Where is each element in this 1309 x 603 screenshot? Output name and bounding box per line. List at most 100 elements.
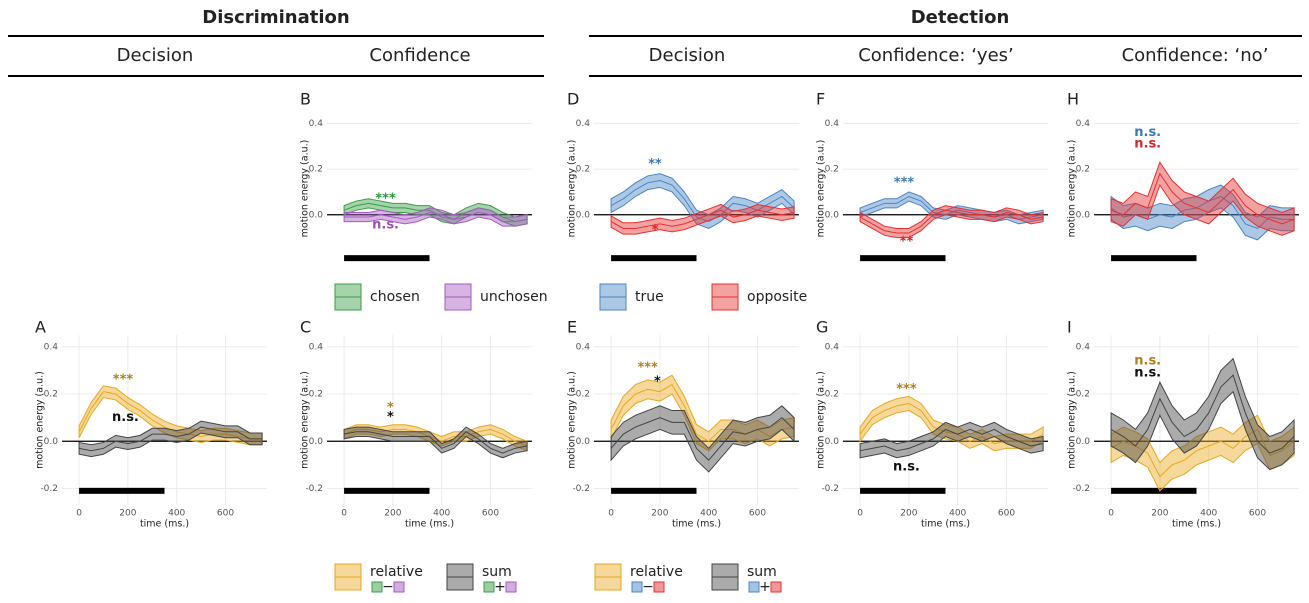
legend-label: sum xyxy=(482,564,512,580)
mean-line xyxy=(610,179,795,223)
y-tick-label: 0.0 xyxy=(309,437,324,447)
stimulus-bar xyxy=(79,487,165,494)
y-tick-label: 0.4 xyxy=(576,119,591,129)
legend-label: relative xyxy=(370,564,423,580)
error-band xyxy=(343,207,528,227)
y-tick-label: 0.4 xyxy=(825,119,840,129)
annotation: n.s. xyxy=(112,410,139,425)
panel-letter: G xyxy=(816,318,828,337)
y-tick-label: 0.4 xyxy=(1076,119,1091,129)
y-axis-title: motion energy (a.u.) xyxy=(300,140,311,238)
y-tick-label: -0.2 xyxy=(572,484,590,494)
y-tick-label: -0.2 xyxy=(821,484,839,494)
formula-op: + xyxy=(494,579,506,595)
x-tick-label: 600 xyxy=(482,509,499,519)
column-title: Decision xyxy=(649,45,726,66)
formula-box xyxy=(371,581,383,593)
x-tick-label: 400 xyxy=(700,509,717,519)
y-axis-title: motion energy (a.u.) xyxy=(1067,371,1078,469)
error-band xyxy=(610,405,795,473)
plot-area xyxy=(594,112,799,265)
plot-area xyxy=(1094,335,1299,505)
annotation: n.s. xyxy=(1134,125,1161,140)
panel-letter: F xyxy=(816,90,825,109)
y-tick-label: 0.4 xyxy=(825,342,840,352)
mean-line xyxy=(343,428,528,447)
y-axis-title: motion energy (a.u.) xyxy=(567,140,578,238)
mean-line xyxy=(610,209,795,229)
plot-area xyxy=(327,112,532,265)
mean-line xyxy=(344,211,528,223)
x-tick-label: 0 xyxy=(341,509,347,519)
annotation: * xyxy=(654,375,661,390)
stimulus-bar xyxy=(344,487,430,494)
x-axis-title: time (ms.) xyxy=(1172,519,1221,530)
y-tick-label: -0.2 xyxy=(305,484,323,494)
formula-box xyxy=(505,581,517,593)
x-tick-label: 0 xyxy=(857,509,863,519)
plot-area xyxy=(1094,112,1299,265)
x-tick-label: 600 xyxy=(1249,509,1266,519)
y-axis-title: motion energy (a.u.) xyxy=(816,140,827,238)
x-tick-label: 400 xyxy=(168,509,185,519)
formula-box xyxy=(631,581,643,593)
y-tick-label: -0.2 xyxy=(40,484,58,494)
mean-line xyxy=(859,428,1044,452)
legend-label: true xyxy=(635,289,664,305)
annotation: *** xyxy=(113,372,134,387)
y-tick-label: 0.4 xyxy=(44,342,59,352)
x-tick-label: 600 xyxy=(998,509,1015,519)
legend-label: unchosen xyxy=(480,289,548,305)
mean-line xyxy=(859,402,1044,445)
plot-area xyxy=(843,112,1048,265)
x-axis-title: time (ms.) xyxy=(921,519,970,530)
panel-letter: B xyxy=(300,90,311,109)
y-tick-label: 0.0 xyxy=(825,210,840,220)
y-tick-label: 0.0 xyxy=(825,437,840,447)
stimulus-bar xyxy=(344,255,430,262)
y-tick-label: 0.2 xyxy=(576,390,590,400)
error-band xyxy=(859,205,1044,239)
y-tick-label: 0.2 xyxy=(309,390,323,400)
annotation: *** xyxy=(375,191,396,206)
formula-box xyxy=(748,581,760,593)
x-axis-title: time (ms.) xyxy=(140,519,189,530)
panel-letter: H xyxy=(1067,90,1079,109)
y-tick-label: 0.0 xyxy=(1076,437,1091,447)
annotation: n.s. xyxy=(372,218,399,233)
y-tick-label: 0.0 xyxy=(309,210,324,220)
annotation: n.s. xyxy=(1134,136,1161,151)
x-tick-label: 400 xyxy=(1200,509,1217,519)
mean-line xyxy=(610,416,795,461)
annotation: * xyxy=(387,410,394,425)
mean-line xyxy=(859,209,1044,234)
x-tick-label: 0 xyxy=(608,509,614,519)
column-title: Confidence: ‘yes’ xyxy=(858,45,1014,66)
y-axis-title: motion energy (a.u.) xyxy=(567,371,578,469)
x-tick-label: 0 xyxy=(76,509,82,519)
x-tick-label: 400 xyxy=(949,509,966,519)
annotation: *** xyxy=(894,175,915,190)
y-tick-label: 0.2 xyxy=(825,165,839,175)
annotation: * xyxy=(387,401,394,416)
y-axis-title: motion energy (a.u.) xyxy=(1067,140,1078,238)
stimulus-bar xyxy=(611,255,697,262)
formula-op: − xyxy=(382,579,394,595)
y-tick-label: 0.2 xyxy=(309,165,323,175)
mean-line xyxy=(343,431,528,454)
x-tick-label: 200 xyxy=(119,509,136,519)
y-tick-label: 0.2 xyxy=(1076,165,1090,175)
mean-line xyxy=(1110,172,1295,225)
annotation: n.s. xyxy=(1134,353,1161,368)
annotation: n.s. xyxy=(1134,365,1161,380)
x-tick-label: 400 xyxy=(433,509,450,519)
legend-label: chosen xyxy=(370,289,420,305)
y-axis-title: motion energy (a.u.) xyxy=(300,371,311,469)
panel-letter: I xyxy=(1067,318,1072,337)
stimulus-bar xyxy=(611,487,697,494)
x-tick-label: 0 xyxy=(1108,509,1114,519)
column-title: Confidence: ‘no’ xyxy=(1122,45,1269,66)
formula-box xyxy=(483,581,495,593)
